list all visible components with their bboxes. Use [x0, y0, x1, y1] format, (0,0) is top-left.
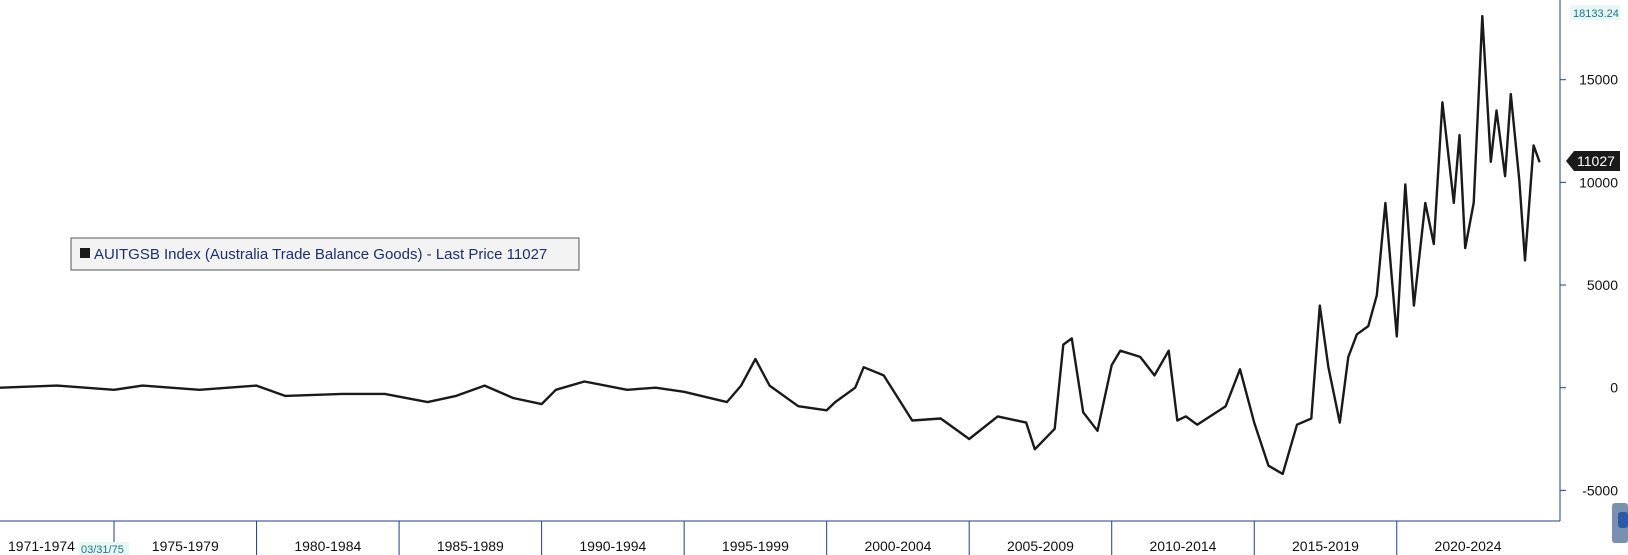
x-period-label: 1975-1979 [152, 538, 219, 554]
legend-swatch [80, 248, 90, 258]
x-period-label: 2010-2014 [1150, 538, 1217, 554]
x-period-label: 1985-1989 [437, 538, 504, 554]
max-value-marker: 18133.24 [1570, 5, 1620, 20]
last-price-box [1566, 151, 1620, 171]
legend: AUITGSB Index (Australia Trade Balance G… [70, 237, 580, 271]
x-period-label: 2005-2009 [1007, 538, 1074, 554]
y-tick-label: -5000 [1582, 482, 1618, 498]
y-tick-label: 15000 [1579, 72, 1618, 88]
legend-box [70, 237, 580, 271]
x-period-label: 1990-1994 [579, 538, 646, 554]
cursor-date-box [79, 542, 129, 555]
x-period-label: 1980-1984 [294, 538, 361, 554]
legend-label: AUITGSB Index (Australia Trade Balance G… [94, 246, 547, 263]
last-price-label: 11027 [1577, 153, 1615, 169]
x-period-label: 1971-1974 [8, 538, 75, 554]
cursor-date-label: 03/31/75 [81, 544, 124, 555]
y-tick-label: 5000 [1587, 277, 1618, 293]
x-axis-periods: 1971-1974 1975-1979 1980-1984 1985-1989 1990… [8, 521, 1502, 555]
plot-area [0, 14, 1541, 476]
x-period-label: 1995-1999 [722, 538, 789, 554]
max-value-label: 18133.24 [1573, 8, 1619, 20]
scroll-button[interactable] [1612, 503, 1628, 543]
series-line-auitgsb [0, 14, 1541, 476]
y-tick-label: 10000 [1579, 174, 1618, 190]
x-period-label: 2015-2019 [1292, 538, 1359, 554]
x-period-label: 2000-2004 [864, 538, 931, 554]
cursor-date-marker: 03/31/75 [79, 542, 129, 555]
y-tick-label: 0 [1610, 380, 1618, 396]
scroll-button-icon[interactable] [1618, 512, 1628, 528]
max-value-box [1570, 5, 1620, 20]
x-period-label: 2020-2024 [1435, 538, 1502, 554]
last-price-marker: 11027 [1566, 151, 1620, 171]
y-axis-ticks: 15000 10000 5000 0 -5000 [1560, 72, 1618, 498]
